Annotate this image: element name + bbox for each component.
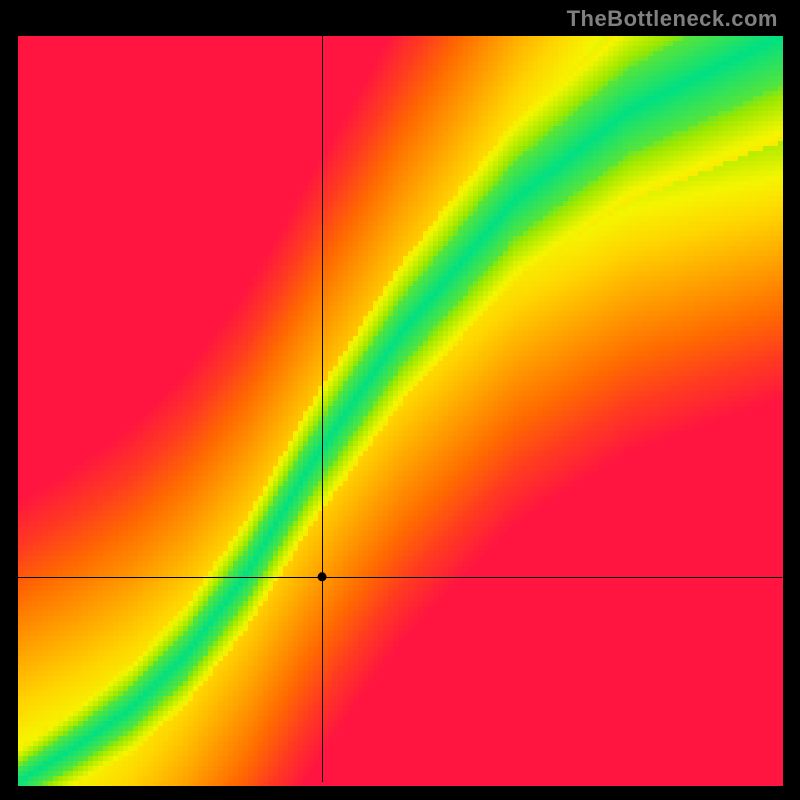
bottleneck-heatmap: [0, 0, 800, 800]
watermark-text: TheBottleneck.com: [567, 6, 778, 32]
chart-frame: { "watermark": { "text": "TheBottleneck.…: [0, 0, 800, 800]
